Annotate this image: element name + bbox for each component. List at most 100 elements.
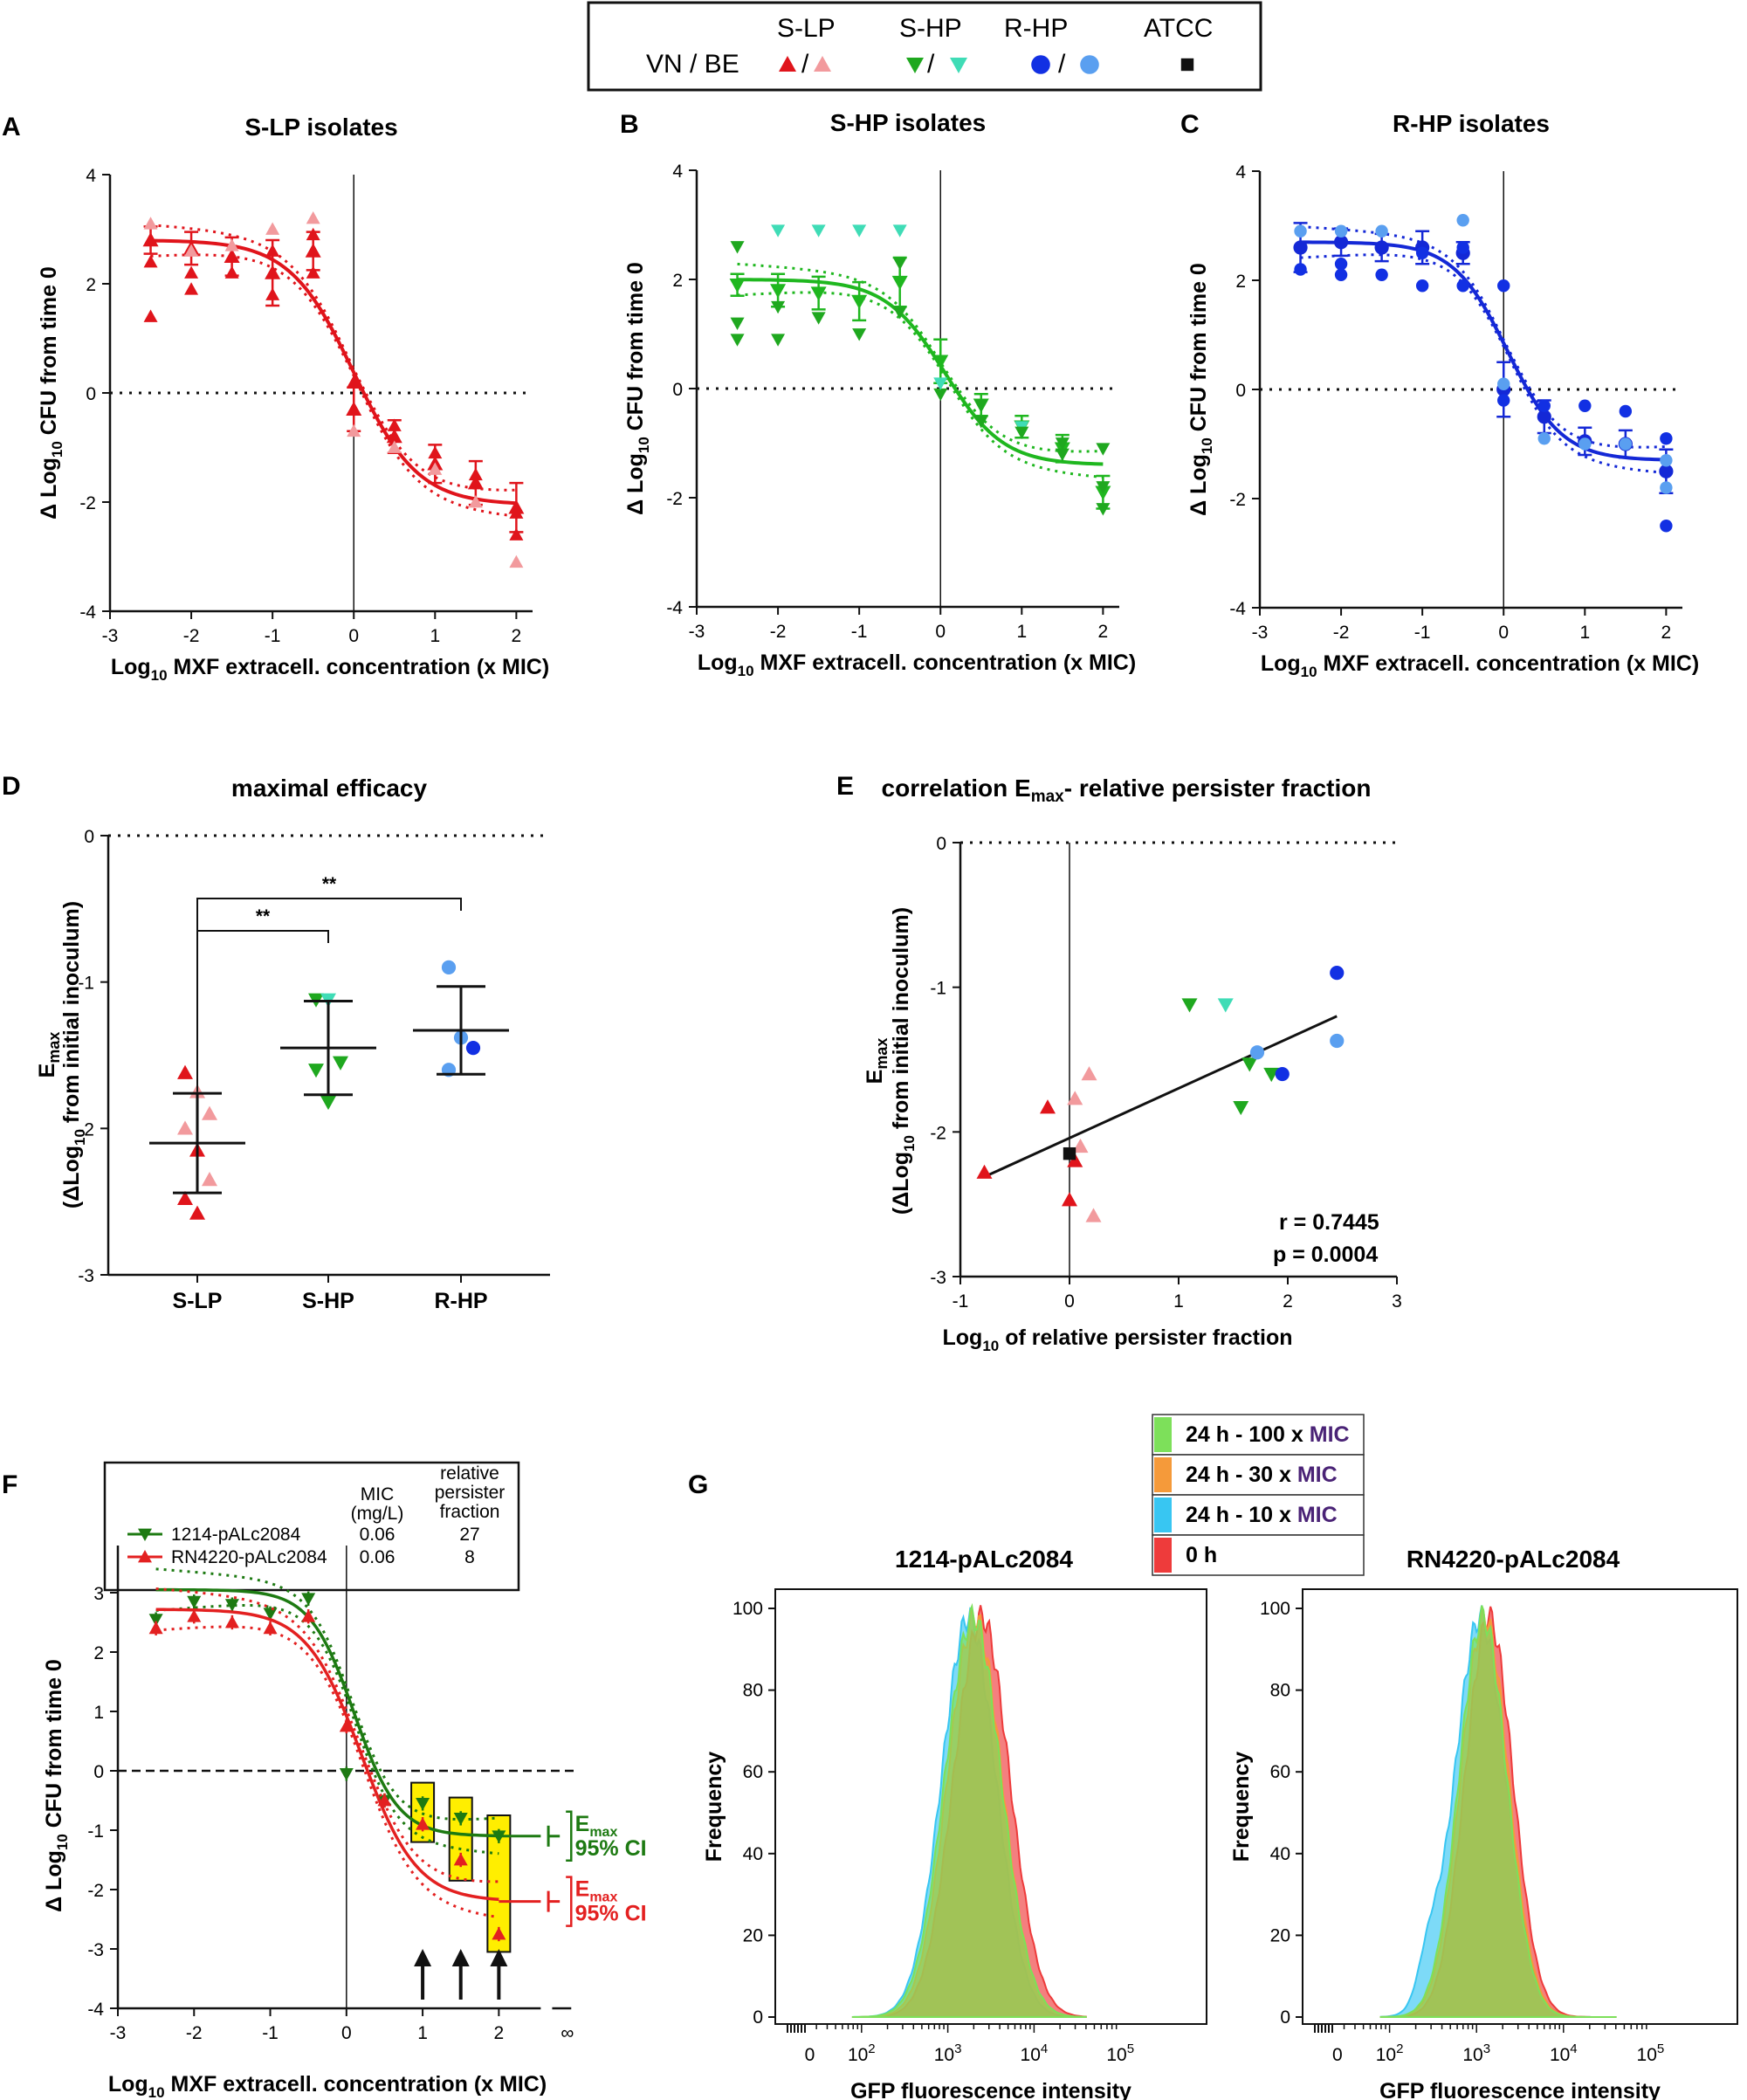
panel-a-data-point (184, 244, 199, 257)
legend-slp-vn-marker (779, 56, 796, 72)
panel-c-data-point (1334, 258, 1348, 271)
panel-b-data-point (933, 377, 948, 390)
panel-a-ytick-label: 4 (86, 166, 96, 186)
panel-b-xtick-label: -3 (689, 622, 705, 642)
panel-f-ytick-label: 0 (93, 1762, 104, 1782)
panel-a-data-point (184, 282, 199, 295)
panel-f-arrow-head (451, 1949, 470, 1966)
panel-e-p-value: p = 0.0004 (1273, 1243, 1378, 1267)
panel-c-data-point (1660, 520, 1673, 533)
panel-c-mean-marker (1659, 464, 1674, 479)
panel-a-xtick-label: -1 (265, 626, 281, 646)
panel-a-data-point (306, 227, 320, 241)
panel-e-data-point (976, 1164, 993, 1179)
panel-letter-f: F (2, 1470, 17, 1499)
panel-f-data-point (492, 1830, 506, 1843)
panel-e-xtick-label: 1 (1173, 1291, 1184, 1312)
panel-b-title: S-HP isolates (830, 109, 986, 136)
panel-d-data-point (177, 1190, 193, 1206)
panel-a-mean-marker (467, 475, 484, 490)
panel-b-ci-lower (737, 291, 1104, 479)
panel-d-data-point (308, 1064, 324, 1078)
panel-g-plot-2-histogram (1379, 1605, 1617, 2018)
panel-b-ytick-label: 4 (672, 162, 683, 182)
panel-c-data-point (1578, 437, 1592, 451)
panel-f-data-point (224, 1615, 239, 1628)
panel-c-data-point (1334, 224, 1348, 238)
panel-f-emax-bracket (566, 1810, 573, 1862)
panel-c-data-point (1619, 404, 1633, 418)
panel-g-legend-label: 24 h - 100 x MIC (1186, 1422, 1350, 1447)
panel-a-data-point (143, 255, 158, 268)
panel-b-ci-upper (737, 262, 1104, 453)
panel-d-data-point (202, 1105, 217, 1120)
panel-f-table-row-marker (138, 1550, 152, 1563)
panel-e-ylabel-main: Emax (863, 1038, 891, 1084)
panel-f-ci-lower (155, 1603, 499, 1856)
panel-f-ci-label: 95% CI (575, 1902, 647, 1926)
panel-e-data-point (1181, 998, 1198, 1013)
panel-a-ylabel: Δ Log10 CFU from time 0 (37, 266, 65, 520)
panel-g-plot-2-xtick-label: 103 (1462, 2041, 1490, 2065)
panel-a-xtick-label: -3 (102, 626, 119, 646)
panel-f-table-row-name: 1214-pALc2084 (171, 1525, 301, 1545)
panel-c-data-point (1619, 437, 1633, 451)
panel-letter-e: E (836, 772, 854, 801)
panel-f-data-point (148, 1614, 163, 1627)
panel-e-data-point (1040, 1099, 1056, 1114)
panel-b-data-point (771, 300, 786, 314)
panel-c-data-point (1375, 224, 1388, 238)
panel-c-data-point (1456, 241, 1469, 254)
panel-b-mean-marker (932, 355, 949, 369)
panel-g-plot-1-ytick-label: 40 (743, 1844, 763, 1864)
panel-a-mean-marker (265, 265, 281, 279)
panel-e-ytick-label: -3 (930, 1268, 946, 1288)
panel-a-data-point (428, 445, 443, 459)
panel-a-ci-upper (150, 224, 517, 492)
panel-b-data-point (1014, 426, 1029, 439)
panel-f-ytick-label: 3 (93, 1584, 104, 1604)
panel-d-data-point (320, 1095, 336, 1111)
legend-shp-be-marker (950, 58, 967, 73)
panel-b-data-point (1055, 437, 1070, 451)
panel-g-plot-1-ylabel: Frequency (702, 1752, 726, 1862)
panel-b-xtick-label: 1 (1016, 622, 1027, 642)
panel-c-data-point (1456, 214, 1469, 227)
panel-e-regression-line (987, 1015, 1338, 1177)
panel-c-xtick-label: -1 (1414, 623, 1431, 643)
panel-letter-b: B (620, 110, 639, 139)
panel-d-data-point (333, 1056, 348, 1071)
panel-d-significance-bracket (196, 930, 329, 1092)
panel-a-mean-marker (142, 232, 159, 247)
panel-f-ci-label: 95% CI (575, 1836, 647, 1861)
panel-b-data-point (1055, 448, 1070, 461)
panel-a-data-point (224, 265, 239, 279)
panel-g-plot-1-histogram (851, 1602, 1087, 2018)
panel-f-table-row-marker (138, 1528, 152, 1541)
panel-f-ylabel: Δ Log10 CFU from time 0 (42, 1659, 71, 1912)
panel-c-xlabel: Log10 MXF extracell. concentration (x MI… (1261, 651, 1699, 680)
panel-d-ytick-label: -1 (78, 974, 94, 994)
panel-c-data-point (1497, 279, 1510, 293)
panel-e-data-point (1263, 1067, 1280, 1083)
panel-g-plot-2-xtick-label: 102 (1376, 2041, 1404, 2065)
panel-b-xtick-label: -1 (851, 622, 868, 642)
panel-a-data-point (224, 238, 239, 251)
panel-e-xlabel: Log10 of relative persister fraction (943, 1325, 1293, 1354)
panel-c-mean-marker (1374, 240, 1389, 255)
panel-f-highlight-box (448, 1796, 473, 1882)
panel-f-xtick-label: 1 (417, 2023, 428, 2043)
panel-d-data-point (465, 1041, 481, 1056)
panel-e-xtick-label: 0 (1064, 1291, 1075, 1312)
panel-b-data-point (811, 224, 826, 238)
panel-d-title: maximal efficacy (231, 775, 428, 802)
panel-b-mean-marker (729, 279, 746, 293)
legend-shp-vn-marker (906, 58, 924, 73)
panel-a-data-point (509, 554, 524, 568)
panel-c-ytick-label: 0 (1235, 381, 1246, 401)
panel-f-ytick-label: -3 (87, 1940, 104, 1960)
panel-b-data-point (892, 306, 907, 320)
panel-c-ytick-label: -2 (1229, 490, 1246, 510)
